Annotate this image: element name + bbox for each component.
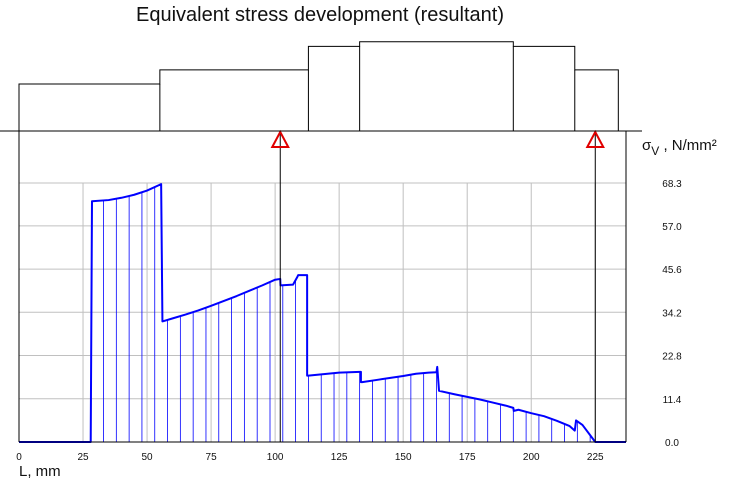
y-axis-label: σV , N/mm² (642, 137, 717, 158)
axes (0, 130, 642, 443)
y-tick-label: 68.3 (662, 179, 682, 190)
support-triangle-icon (585, 129, 605, 148)
stress-series (19, 183, 626, 443)
x-tick-label: 125 (331, 452, 348, 463)
grid (19, 182, 626, 442)
x-tick-label: 175 (459, 452, 476, 463)
y-tick-label: 34.2 (662, 308, 682, 319)
y-tick-label: 11.4 (663, 395, 682, 406)
series-line (19, 183, 626, 443)
x-tick-label: 50 (141, 452, 153, 463)
chart-title: Equivalent stress development (resultant… (136, 4, 504, 26)
x-tick-labels: 0 25 50 75 100 125 150 175 200 225 (16, 452, 604, 463)
x-tick-label: 0 (16, 452, 22, 463)
support-triangle-icon (270, 129, 290, 148)
y-tick-label: 22.8 (662, 352, 682, 363)
x-axis-label: L, mm (19, 463, 61, 480)
x-tick-label: 25 (77, 452, 89, 463)
y-tick-label: 0.0 (665, 438, 679, 449)
y-tick-label: 45.6 (662, 265, 682, 276)
x-tick-label: 200 (523, 452, 540, 463)
shaft-outline (18, 41, 619, 131)
x-tick-label: 225 (587, 452, 604, 463)
y-tick-labels: 0.0 11.4 22.8 34.2 45.6 57.0 68.3 (662, 179, 682, 449)
x-tick-label: 100 (267, 452, 284, 463)
support-markers (270, 129, 605, 442)
x-tick-label: 150 (395, 452, 412, 463)
shaft-profile (18, 41, 619, 131)
stress-hatch (103, 187, 591, 442)
y-tick-label: 57.0 (662, 222, 682, 233)
x-tick-label: 75 (206, 452, 218, 463)
